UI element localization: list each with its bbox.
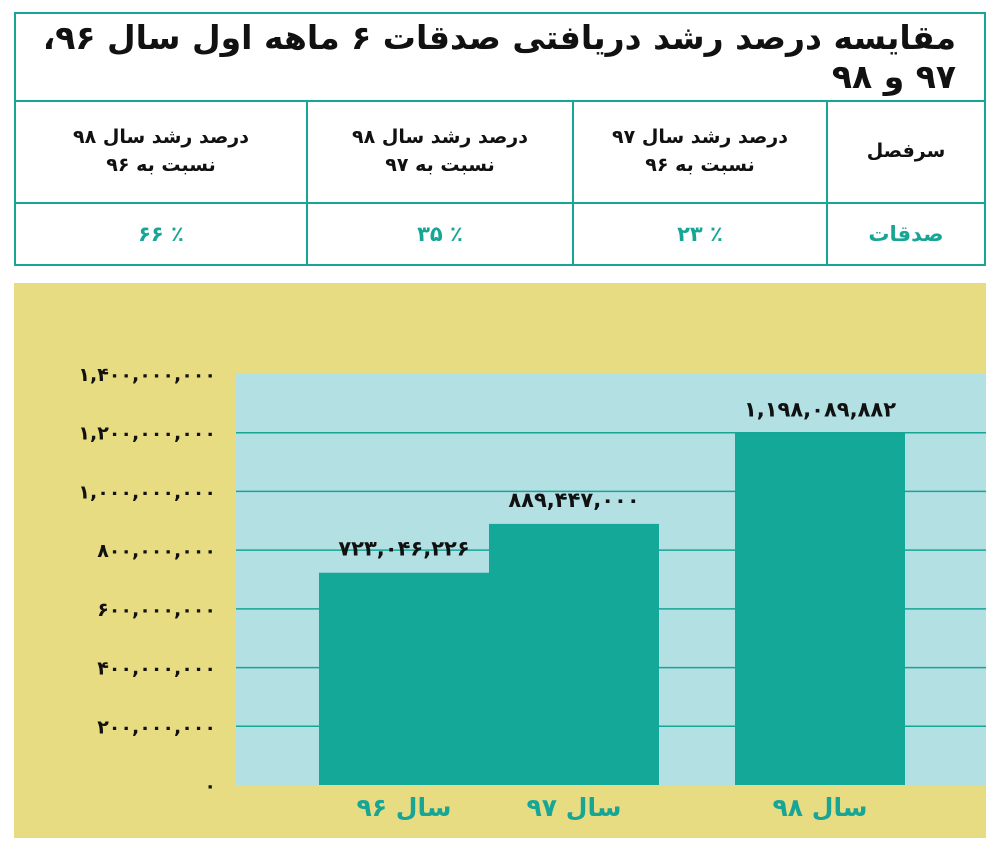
x-category-label: سال ۹۶ xyxy=(357,793,452,822)
y-tick-label: ۱,۰۰۰,۰۰۰,۰۰۰ xyxy=(78,481,216,503)
header-98-vs-96-line2: نسبت به ۹۶ xyxy=(106,154,216,176)
y-tick-label: ۲۰۰,۰۰۰,۰۰۰ xyxy=(97,716,216,738)
bar xyxy=(319,572,489,785)
y-tick-label: ۱,۴۰۰,۰۰۰,۰۰۰ xyxy=(78,364,216,386)
header-cell-97-vs-96: درصد رشد سال ۹۷ نسبت به ۹۶ xyxy=(572,102,826,202)
x-category-label: سال ۹۷ xyxy=(527,793,622,822)
bar-data-label: ۸۸۹,۴۴۷,۰۰۰ xyxy=(508,488,639,512)
bar-data-label: ۷۲۳,۰۴۶,۲۲۶ xyxy=(338,537,469,561)
y-tick-label: ۰ xyxy=(204,775,216,797)
bar xyxy=(489,523,659,785)
y-tick-label: ۴۰۰,۰۰۰,۰۰۰ xyxy=(97,658,216,680)
y-tick-label: ۱,۲۰۰,۰۰۰,۰۰۰ xyxy=(78,423,216,445)
value-98-vs-97: ٪ ۳۵ xyxy=(306,204,572,264)
table-row: صدقات ٪ ۲۳ ٪ ۳۵ ٪ ۶۶ xyxy=(16,204,984,264)
table-header-row: سرفصل درصد رشد سال ۹۷ نسبت به ۹۶ درصد رش… xyxy=(16,102,984,204)
header-cell-98-vs-96: درصد رشد سال ۹۸ نسبت به ۹۶ xyxy=(16,102,306,202)
table-title: مقایسه درصد رشد دریافتی صدقات ۶ ماهه اول… xyxy=(42,18,956,96)
bar-data-label: ۱,۱۹۸,۰۸۹,۸۸۲ xyxy=(744,397,896,421)
header-97-vs-96-line2: نسبت به ۹۶ xyxy=(645,154,755,176)
header-98-vs-96-line1: درصد رشد سال ۹۸ xyxy=(73,126,249,149)
bar-chart: ۰ ۲۰۰,۰۰۰,۰۰۰ ۴۰۰,۰۰۰,۰۰۰ ۶۰۰,۰۰۰,۰۰۰ ۸۰۰,۰۰… xyxy=(14,283,986,838)
row-label-sadaqat: صدقات xyxy=(826,204,984,264)
bar xyxy=(735,433,905,785)
x-category-label: سال ۹۸ xyxy=(773,793,868,822)
header-cell-topic: سرفصل xyxy=(826,102,984,202)
y-tick-label: ۶۰۰,۰۰۰,۰۰۰ xyxy=(97,599,216,621)
header-98-vs-97-line2: نسبت به ۹۷ xyxy=(385,154,495,176)
header-97-vs-96-line1: درصد رشد سال ۹۷ xyxy=(612,126,788,149)
y-tick-label: ۸۰۰,۰۰۰,۰۰۰ xyxy=(97,540,216,562)
table-title-row: مقایسه درصد رشد دریافتی صدقات ۶ ماهه اول… xyxy=(16,14,984,102)
growth-table: مقایسه درصد رشد دریافتی صدقات ۶ ماهه اول… xyxy=(14,12,986,266)
bar-chart-svg: ۰ ۲۰۰,۰۰۰,۰۰۰ ۴۰۰,۰۰۰,۰۰۰ ۶۰۰,۰۰۰,۰۰۰ ۸۰۰,۰۰… xyxy=(78,364,986,822)
header-cell-98-vs-97: درصد رشد سال ۹۸ نسبت به ۹۷ xyxy=(306,102,572,202)
value-97-vs-96: ٪ ۲۳ xyxy=(572,204,826,264)
header-topic-label: سرفصل xyxy=(866,140,946,163)
value-98-vs-96: ٪ ۶۶ xyxy=(138,222,184,246)
header-98-vs-97-line1: درصد رشد سال ۹۸ xyxy=(352,126,528,149)
